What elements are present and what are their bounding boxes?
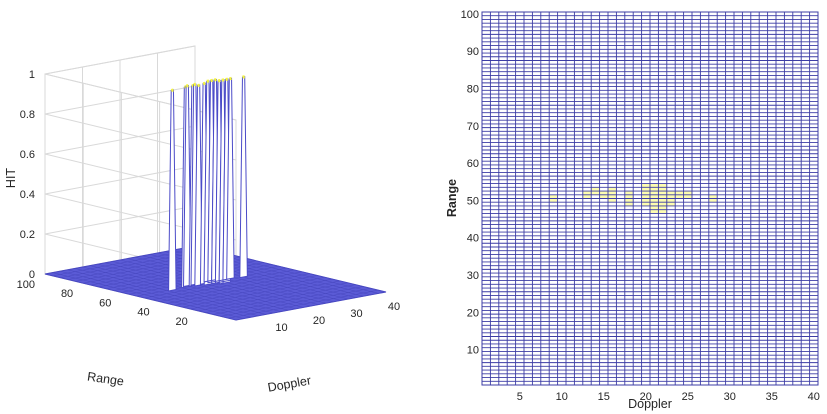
surface-y-tick-label: 100 bbox=[17, 279, 35, 291]
heatmap-y-tick-label: 50 bbox=[467, 195, 479, 207]
surface-mesh-line bbox=[174, 277, 325, 306]
surface-tick-labels: 0 0.2 0.4 0.6 0.8 1 20 40 60 80 100 10 20 30 40 bbox=[17, 69, 400, 334]
surface-x-tick-label: 20 bbox=[313, 315, 325, 327]
surface-peak bbox=[239, 76, 248, 279]
heatmap-xlabel: Doppler bbox=[628, 397, 672, 411]
surface-z-tick-label: 0.6 bbox=[20, 149, 35, 161]
heatmap-y-tick-label: 40 bbox=[467, 233, 479, 245]
heatmap-x-tick-label: 35 bbox=[766, 391, 778, 403]
surface-x-tick-label: 30 bbox=[350, 308, 362, 320]
surface-mesh-line bbox=[52, 272, 244, 319]
surface-mesh-line bbox=[74, 268, 267, 315]
surface-plot: 0 0.2 0.4 0.6 0.8 1 20 40 60 80 100 10 20 30 40 HIT Ra… bbox=[4, 45, 400, 395]
heatmap-ylabel: Range bbox=[445, 179, 459, 217]
heatmap-y-tick-label: 10 bbox=[467, 345, 479, 357]
heatmap-grid bbox=[481, 11, 819, 386]
surface-mesh-line bbox=[205, 284, 356, 313]
surface-mesh-line bbox=[151, 271, 303, 301]
surface-peaks bbox=[168, 75, 248, 292]
heatmap-border bbox=[481, 11, 819, 386]
surface-mesh-line bbox=[235, 291, 387, 321]
surface-mesh-line bbox=[167, 275, 318, 304]
heatmap-y-tick-label: 20 bbox=[467, 307, 479, 319]
surface-mesh-line bbox=[182, 278, 333, 308]
surface-mesh-line bbox=[59, 270, 252, 318]
surface-z-tick-label: 0.2 bbox=[20, 229, 35, 241]
surface-ylabel: Range bbox=[86, 370, 124, 389]
surface-mesh-line bbox=[52, 247, 203, 277]
heatmap-y-tick-label: 90 bbox=[467, 46, 479, 58]
surface-mesh-line bbox=[213, 286, 364, 315]
heatmap-x-tick-label: 20 bbox=[640, 391, 652, 403]
surface-z-tick-label: 1 bbox=[29, 69, 35, 81]
heatmap-x-tick-label: 40 bbox=[808, 391, 820, 403]
surface-z-tick-label: 0.4 bbox=[20, 189, 35, 201]
heatmap-x-tick-label: 5 bbox=[517, 391, 523, 403]
heatmap-x-tick-label: 15 bbox=[598, 391, 610, 403]
heatmap-y-tick-label: 60 bbox=[467, 158, 479, 170]
surface-y-tick-label: 20 bbox=[176, 316, 188, 328]
surface-mesh-line bbox=[67, 269, 259, 317]
surface-x-tick-label: 40 bbox=[388, 301, 400, 313]
surface-mesh-line bbox=[89, 265, 282, 312]
heatmap-y-tick-label: 100 bbox=[461, 9, 479, 21]
heatmap-y-tick-label: 70 bbox=[467, 121, 479, 133]
surface-mesh-line bbox=[104, 262, 297, 310]
heatmap-x-tick-label: 30 bbox=[724, 391, 736, 403]
surface-y-tick-label: 40 bbox=[137, 307, 149, 319]
surface-mesh-line bbox=[220, 288, 371, 317]
heatmap-tick-labels: 5 10 15 20 25 30 35 40 10 20 30 40 50 60 70 80 90 100 bbox=[461, 9, 820, 403]
surface-mesh-line bbox=[97, 263, 289, 311]
surface-x-tick-label: 10 bbox=[275, 322, 287, 334]
heatmap-plot: 5 10 15 20 25 30 35 40 10 20 30 40 50 60 70 80 90 100 Dop… bbox=[445, 9, 820, 411]
heatmap-x-tick-label: 10 bbox=[556, 391, 568, 403]
surface-mesh-line bbox=[228, 289, 379, 319]
surface-mesh-line bbox=[82, 266, 274, 314]
heatmap-y-tick-label: 30 bbox=[467, 270, 479, 282]
surface-mesh-line bbox=[44, 273, 237, 321]
surface-mesh-line bbox=[159, 273, 310, 302]
surface-z-tick-label: 0 bbox=[29, 269, 35, 281]
surface-y-tick-label: 60 bbox=[99, 297, 111, 309]
surface-zlabel: HIT bbox=[4, 168, 18, 189]
heatmap-x-tick-label: 25 bbox=[682, 391, 694, 403]
surface-mesh-line bbox=[190, 280, 341, 310]
surface-mesh-line bbox=[197, 282, 348, 312]
surface-xlabel: Doppler bbox=[267, 373, 313, 394]
surface-y-tick-label: 80 bbox=[61, 288, 73, 300]
surface-z-tick-label: 0.8 bbox=[20, 109, 35, 121]
heatmap-y-tick-label: 80 bbox=[467, 83, 479, 95]
